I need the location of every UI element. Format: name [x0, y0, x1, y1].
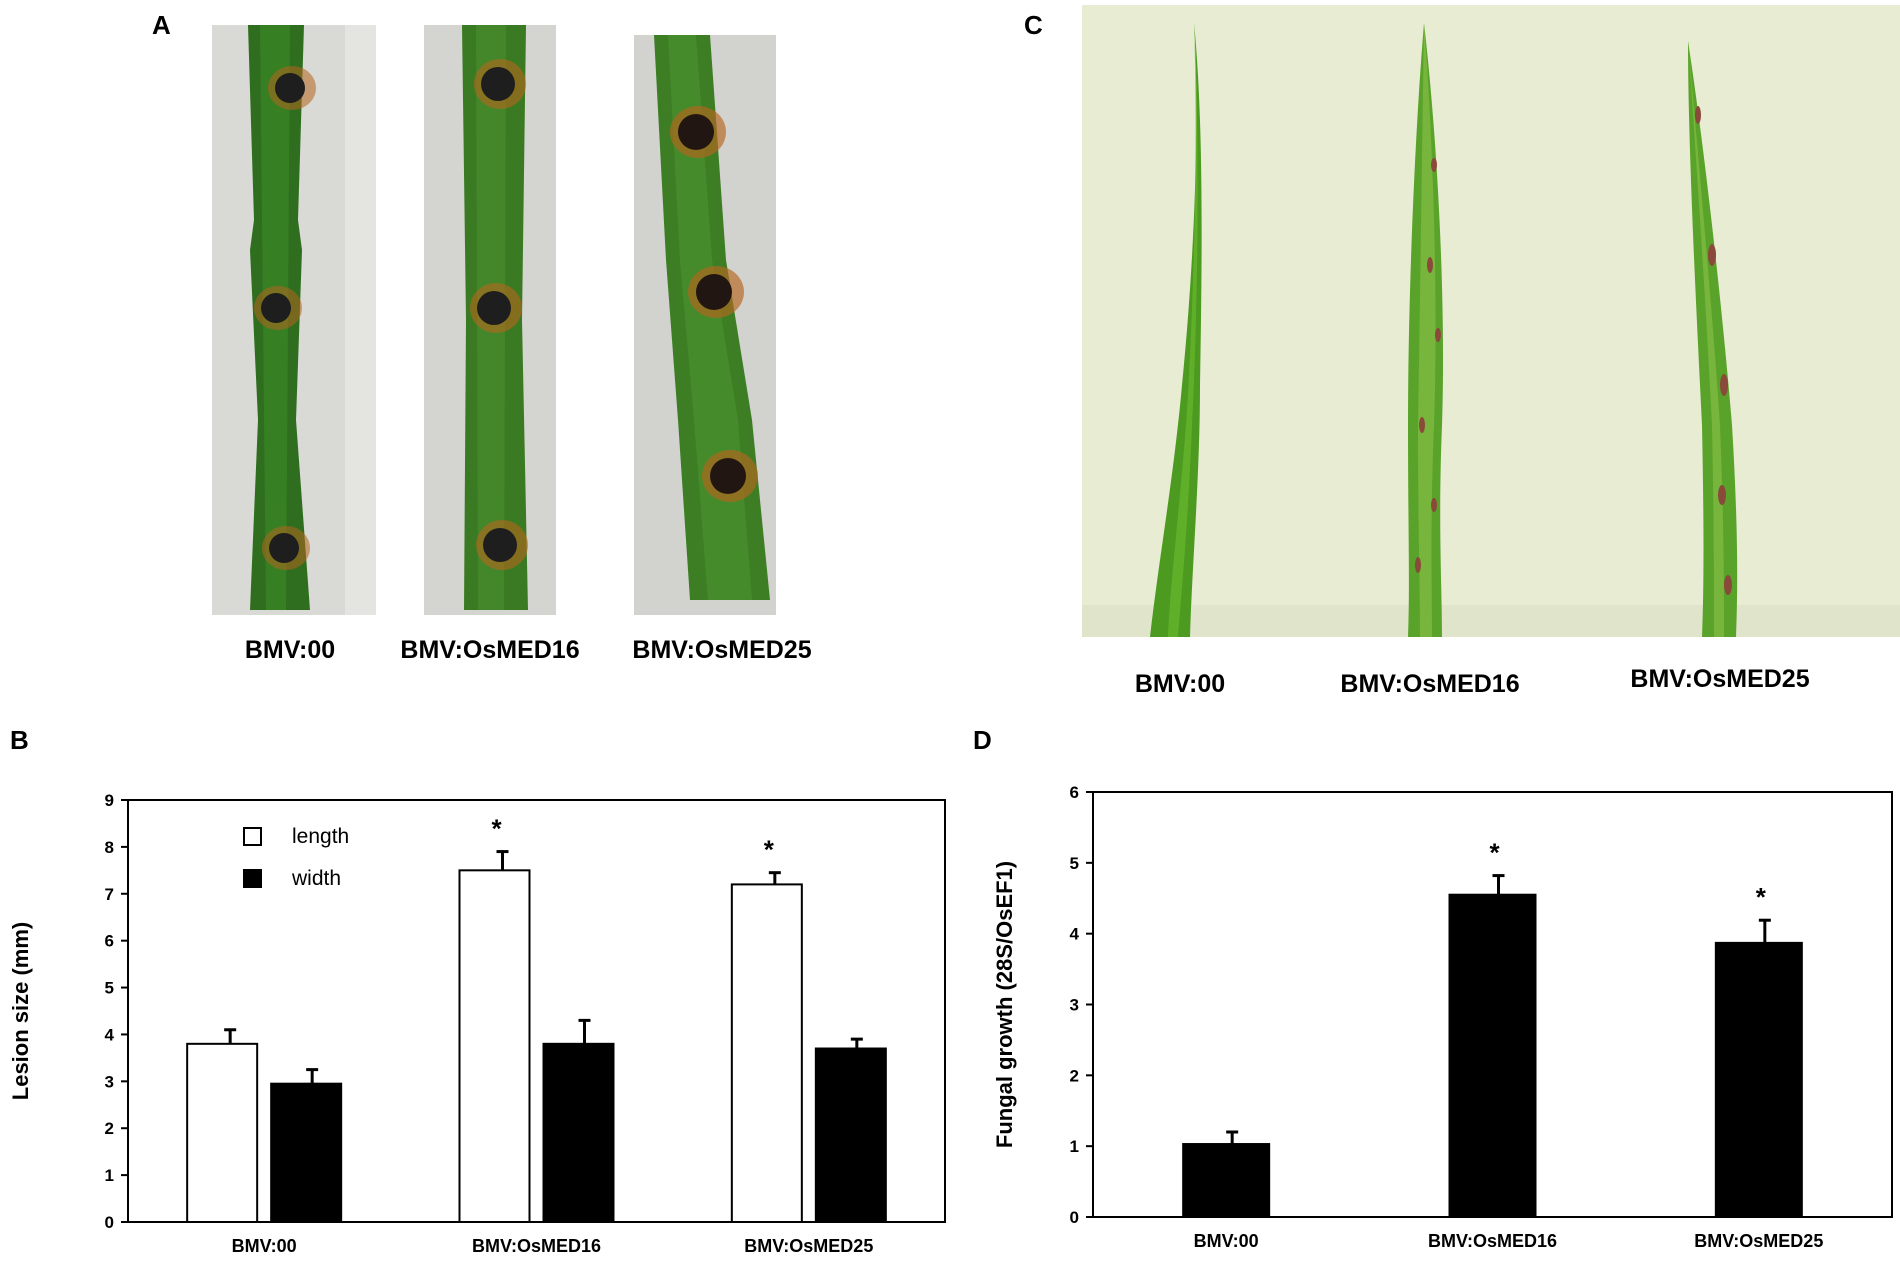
panel-c-caption-2: BMV:OsMED16 [1340, 670, 1520, 698]
panel-c-photo [1082, 5, 1900, 637]
y-tick-label: 9 [105, 791, 114, 810]
y-axis-label: Fungal growth (28S/OsEF1) [992, 861, 1017, 1148]
y-axis-label: Lesion size (mm) [8, 922, 33, 1100]
leaf-strip-osmed16 [424, 25, 556, 615]
legend-label-width: width [291, 867, 341, 890]
y-tick-label: 2 [105, 1119, 114, 1138]
leaf-strip-bmv00 [212, 25, 376, 615]
significance-asterisk: * [1489, 838, 1500, 868]
panel-a-photo [212, 25, 776, 615]
y-tick-label: 4 [1070, 925, 1080, 944]
bar-value [1448, 893, 1537, 1218]
whole-leaf-osmed25 [1688, 41, 1738, 637]
y-tick-label: 2 [1070, 1066, 1079, 1085]
panel-label-c: C [1024, 10, 1043, 40]
bar-length [730, 883, 803, 1224]
y-tick-label: 4 [105, 1025, 115, 1044]
y-tick-label: 5 [105, 979, 114, 998]
significance-asterisk: * [764, 835, 775, 865]
x-category-label: BMV:OsMED25 [1694, 1231, 1823, 1251]
x-category-label: BMV:OsMED16 [472, 1236, 601, 1256]
bar-width [814, 1047, 887, 1223]
x-category-label: BMV:00 [232, 1236, 297, 1256]
y-tick-label: 3 [105, 1072, 114, 1091]
y-tick-label: 6 [105, 932, 114, 951]
bar-value [1714, 941, 1803, 1218]
y-tick-label: 3 [1070, 996, 1079, 1015]
panel-c-caption-1: BMV:00 [1134, 670, 1226, 698]
legend-label-length: length [292, 825, 349, 848]
panel-a-caption-3: BMV:OsMED25 [632, 636, 812, 664]
panel-label-d: D [973, 725, 992, 755]
bar-width [270, 1082, 343, 1223]
legend-swatch-length [243, 827, 262, 846]
bar-length [458, 869, 531, 1223]
whole-leaf-osmed16 [1408, 23, 1444, 637]
y-tick-label: 6 [1070, 783, 1079, 802]
y-tick-label: 0 [105, 1213, 114, 1232]
panel-a-caption-2: BMV:OsMED16 [400, 636, 580, 664]
panel-label-a: A [152, 10, 171, 40]
panel-label-b: B [10, 725, 29, 755]
leaf-strip-osmed25 [634, 35, 776, 615]
bar-length [186, 1042, 259, 1224]
bar-value [1182, 1143, 1271, 1218]
x-category-label: BMV:OsMED16 [1428, 1231, 1557, 1251]
y-tick-label: 1 [105, 1166, 114, 1185]
significance-asterisk: * [1756, 882, 1767, 912]
x-category-label: BMV:OsMED25 [744, 1236, 873, 1256]
y-tick-label: 5 [1070, 854, 1079, 873]
panel-c-caption-3: BMV:OsMED25 [1630, 665, 1810, 693]
y-tick-label: 1 [1070, 1137, 1079, 1156]
legend-swatch-width [243, 869, 262, 888]
plot-frame [127, 799, 946, 1223]
bar-width [542, 1042, 615, 1224]
whole-leaf-bmv00 [1150, 23, 1202, 637]
x-category-label: BMV:00 [1194, 1231, 1259, 1251]
significance-asterisk: * [491, 814, 502, 844]
fungal-growth-chart: 0 1 2 3 4 5 6 Fungal growth (28S/OsEF1) BMV:00 BM… [992, 783, 1893, 1251]
lesion-size-chart: 0 1 2 3 4 5 6 7 8 9 Lesion size (mm) BMV:00 BMV:OsME… [8, 791, 946, 1256]
y-tick-label: 7 [105, 885, 114, 904]
y-tick-label: 0 [1070, 1208, 1079, 1227]
y-tick-label: 8 [105, 838, 114, 857]
panel-a-caption-1: BMV:00 [244, 636, 336, 664]
